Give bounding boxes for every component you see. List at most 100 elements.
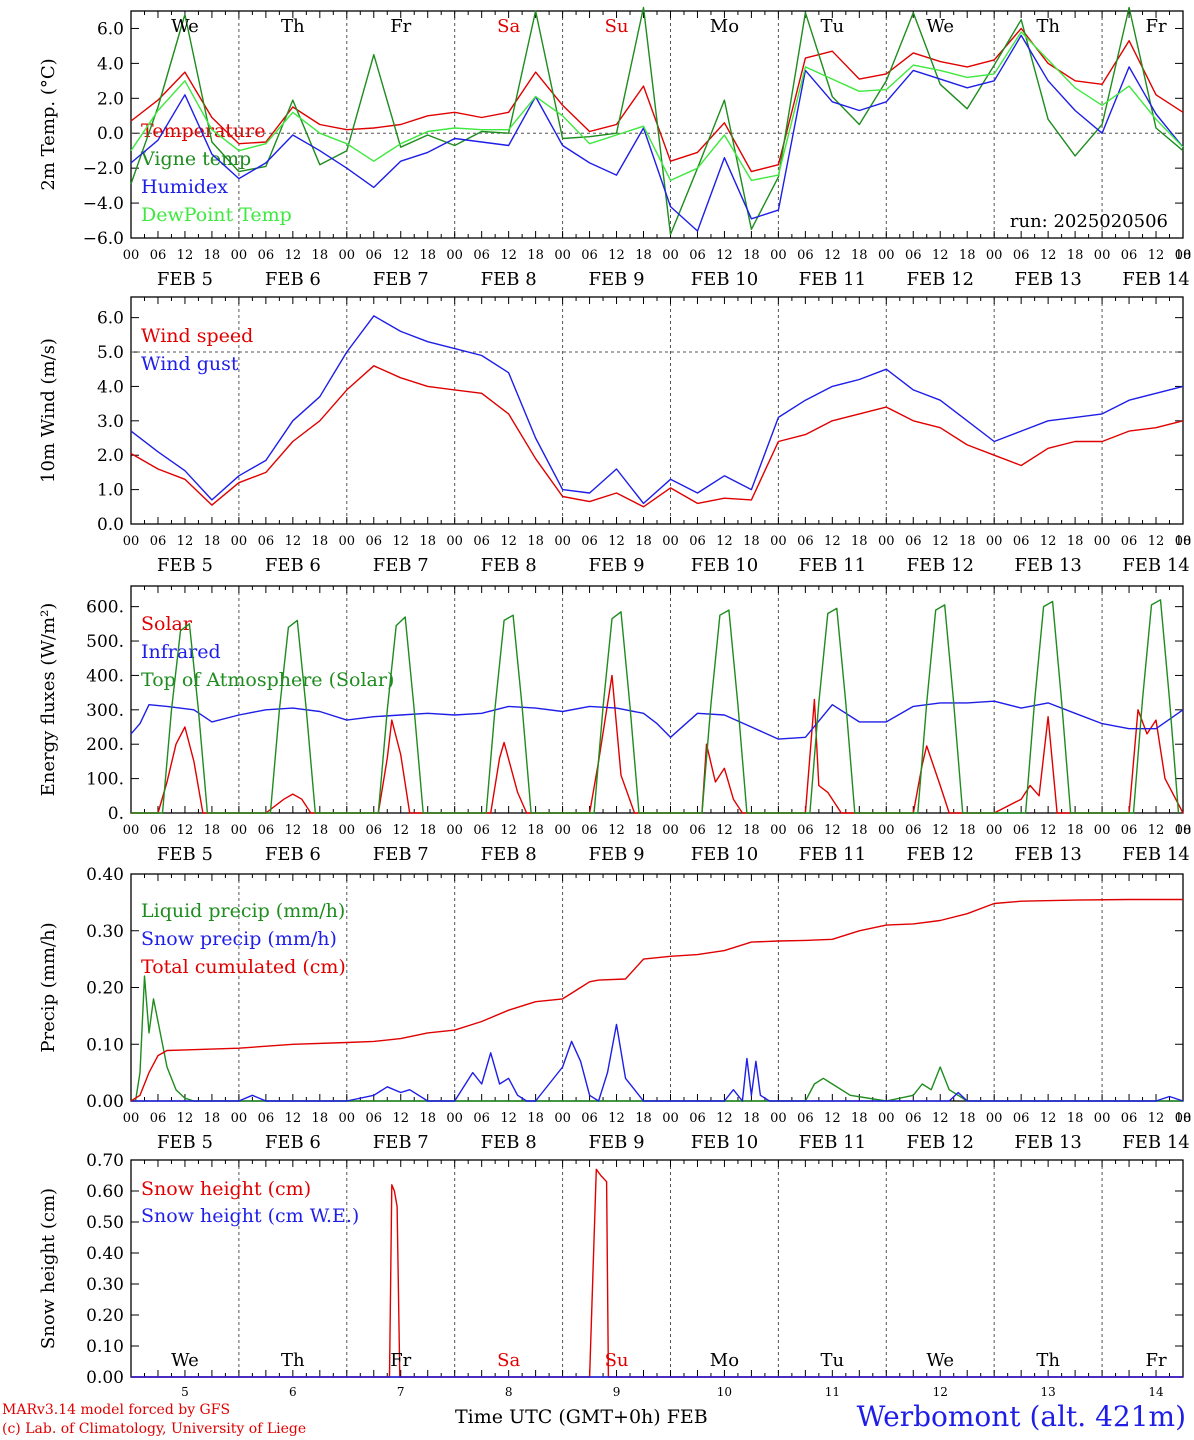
hour-tick-label: 00: [446, 248, 463, 263]
y-tick-label: 0.70: [86, 1151, 124, 1171]
date-label: FEB 11: [799, 844, 866, 865]
hour-tick-label: 12: [1148, 534, 1165, 549]
legend-entry: Snow height (cm): [141, 1178, 311, 1200]
hour-tick-label: 18: [204, 534, 221, 549]
hour-tick-label: 12: [285, 248, 302, 263]
legend-entry: Temperature: [141, 120, 265, 142]
hour-tick-label: 12: [932, 823, 949, 838]
hour-tick-label: 00: [446, 1111, 463, 1126]
hour-tick-label: 18: [851, 534, 868, 549]
hour-tick-label: 18: [204, 1111, 221, 1126]
date-label: FEB 12: [906, 844, 973, 865]
hour-tick-label: 06: [905, 1111, 922, 1126]
station-title: Werbomont (alt. 421m): [856, 1400, 1186, 1433]
hour-tick-label: 06: [1013, 1111, 1030, 1126]
hour-tick-label: 06: [473, 1111, 490, 1126]
date-label: FEB 10: [691, 1132, 758, 1153]
hour-tick-label: 18: [851, 1111, 868, 1126]
date-label: FEB 5: [157, 555, 213, 576]
weekday-label: Th: [1036, 16, 1060, 37]
date-label: FEB 10: [691, 269, 758, 290]
legend-entry: Wind gust: [141, 353, 239, 375]
hour-tick-label: 00: [123, 248, 140, 263]
panel-4: 0.00 0.10 0.20 0.30 0.40 Precip (mm/h) Liquid …: [38, 865, 1191, 1153]
hour-tick-label: 12: [177, 1111, 194, 1126]
date-label: FEB 6: [265, 555, 321, 576]
weekday-label: Su: [605, 16, 629, 37]
hour-tick-label: 12: [1148, 248, 1165, 263]
hour-tick-label: 06: [689, 534, 706, 549]
hour-tick-label: 18: [204, 823, 221, 838]
hour-tick-label: 18: [527, 534, 544, 549]
hour-tick-label: 00: [878, 1111, 895, 1126]
hour-tick-label: 00: [770, 248, 787, 263]
hour-tick-label: 18: [635, 534, 652, 549]
hour-tick-label: 06: [150, 823, 167, 838]
hour-tick-label: 00: [1094, 248, 1111, 263]
hour-tick-label: 00: [1094, 1111, 1111, 1126]
legend-entry: DewPoint Temp: [141, 204, 292, 226]
weekday-label: Th: [281, 1350, 305, 1371]
hour-tick-label: 06: [905, 248, 922, 263]
legend-entry: Infrared: [141, 641, 221, 663]
series-line-snow-precip-mm-h-: [131, 1023, 1184, 1102]
hour-tick-label: 12: [932, 248, 949, 263]
panel-2: 0.0 1.0 2.0 3.0 4.0 5.0 6.0 10m Wind (m/s) Wind …: [38, 296, 1192, 576]
panel-1: −6.0 −4.0 −2.0 0.0 2.0 4.0 6.0 2m Temp. (°C) Tem…: [38, 6, 1192, 290]
hour-tick-label: 12: [392, 1111, 409, 1126]
panel-5: 0.00 0.10 0.20 0.30 0.40 0.50 0.60 0.70 Snow hei…: [38, 1151, 1184, 1399]
hour-tick-label: 00: [770, 823, 787, 838]
panel-3: 0. 100. 200. 300. 400. 500. 600. Energy fluxes …: [38, 585, 1191, 865]
hour-tick-label: 00: [1094, 823, 1111, 838]
weekday-label: Su: [605, 1350, 629, 1371]
y-tick-label: 0.40: [86, 865, 124, 885]
hour-tick-label: 00: [446, 823, 463, 838]
model-credit: MARv3.14 model forced by GFS: [2, 1402, 231, 1418]
y-tick-label: 0.: [108, 804, 124, 824]
hour-tick-label: 12: [824, 534, 841, 549]
y-tick-label: 400.: [86, 666, 124, 686]
weekday-label: We: [171, 1350, 199, 1371]
hour-tick-label: 18: [1175, 534, 1192, 549]
hour-tick-label: 18: [312, 823, 329, 838]
hour-tick-label: 00: [339, 1111, 356, 1126]
date-label: FEB 13: [1014, 1132, 1081, 1153]
series-line-snow-height-cm-: [131, 1168, 1183, 1378]
hour-tick-label: 00: [1175, 1111, 1192, 1126]
date-label: FEB 10: [691, 555, 758, 576]
hour-tick-label: 06: [365, 1111, 382, 1126]
hour-tick-label: 18: [419, 534, 436, 549]
date-label: FEB 7: [373, 844, 429, 865]
weekday-label: Sa: [497, 16, 520, 37]
y-tick-label: −6.0: [83, 229, 124, 249]
legend-entry: Solar: [141, 613, 193, 635]
hour-tick-label: 18: [1067, 1111, 1084, 1126]
hour-tick-label: 06: [473, 248, 490, 263]
hour-tick-label: 06: [258, 534, 275, 549]
legend-entry: Vigne temp: [140, 148, 251, 170]
hour-tick-label: 00: [231, 1111, 248, 1126]
date-label: FEB 14: [1122, 555, 1189, 576]
weekday-label: We: [926, 1350, 954, 1371]
hour-tick-label: 00: [986, 1111, 1003, 1126]
y-axis-label: 2m Temp. (°C): [38, 58, 59, 190]
y-axis-label: Snow height (cm): [38, 1188, 59, 1349]
hour-tick-label: 12: [716, 534, 733, 549]
y-axis-label: Energy fluxes (W/m²): [38, 603, 59, 797]
hour-tick-label: 12: [824, 1111, 841, 1126]
hour-tick-label: 18: [743, 248, 760, 263]
hour-tick-label: 06: [1121, 534, 1138, 549]
y-tick-label: 0.20: [86, 1306, 124, 1326]
hour-tick-label: 00: [1175, 534, 1192, 549]
hour-tick-label: 06: [905, 823, 922, 838]
hour-tick-label: 06: [150, 534, 167, 549]
y-tick-label: 600.: [86, 598, 124, 618]
y-tick-label: 0.30: [86, 1275, 124, 1295]
day-number-label: 14: [1148, 1385, 1164, 1399]
series-line-temperature: [130, 27, 1184, 173]
y-tick-label: 200.: [86, 735, 124, 755]
legend-entry: Snow precip (mm/h): [141, 928, 337, 950]
date-label: FEB 12: [906, 555, 973, 576]
hour-tick-label: 06: [689, 248, 706, 263]
hour-tick-label: 18: [1175, 248, 1192, 263]
